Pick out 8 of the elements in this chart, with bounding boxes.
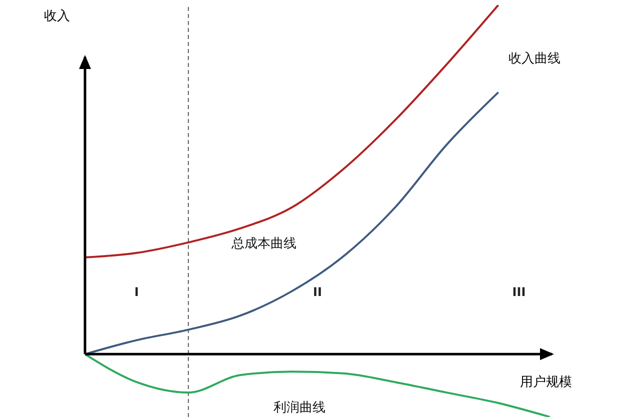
annotation: I bbox=[134, 285, 139, 300]
x-axis-title: 用户规模 bbox=[520, 375, 572, 390]
series-label: 总成本曲线 bbox=[230, 236, 297, 252]
text: 收入曲线 bbox=[508, 51, 560, 66]
text: 利润曲线 bbox=[274, 400, 326, 416]
y-axis-title: 收入 bbox=[44, 9, 70, 24]
annotation: II bbox=[313, 285, 322, 300]
annotation: III bbox=[512, 285, 526, 300]
